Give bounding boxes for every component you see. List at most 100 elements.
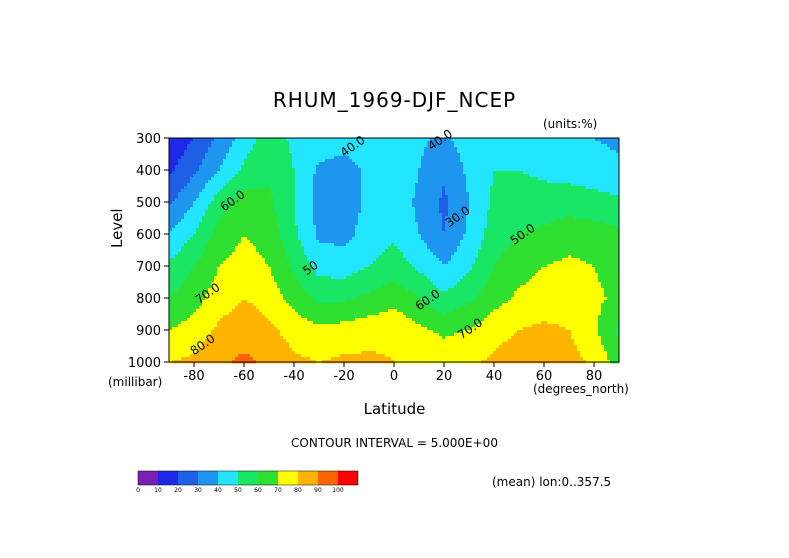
field-cell — [415, 174, 419, 178]
field-cell — [373, 216, 377, 220]
field-cell — [559, 183, 563, 187]
field-cell — [574, 141, 578, 145]
field-cell — [421, 195, 425, 199]
field-cell — [361, 138, 365, 142]
field-cell — [310, 138, 314, 142]
field-cell — [235, 198, 239, 202]
field-cell — [430, 207, 434, 211]
field-cell — [565, 162, 569, 166]
field-cell — [193, 147, 197, 151]
field-cell — [370, 153, 374, 157]
field-cell — [604, 225, 608, 229]
field-cell — [451, 207, 455, 211]
field-cell — [202, 171, 206, 175]
field-cell — [571, 138, 575, 142]
field-cell — [199, 204, 203, 208]
field-cell — [253, 183, 257, 187]
field-cell — [502, 171, 506, 175]
field-cell — [577, 228, 581, 232]
field-cell — [454, 174, 458, 178]
field-cell — [187, 180, 191, 184]
field-cell — [175, 138, 179, 142]
field-cell — [601, 180, 605, 184]
field-cell — [454, 150, 458, 154]
field-cell — [265, 219, 269, 223]
field-cell — [331, 165, 335, 169]
field-cell — [187, 222, 191, 226]
field-cell — [307, 171, 311, 175]
field-cell — [376, 162, 380, 166]
field-cell — [298, 225, 302, 229]
field-cell — [385, 222, 389, 226]
field-cell — [517, 222, 521, 226]
field-cell — [583, 228, 587, 232]
field-cell — [529, 168, 533, 172]
field-cell — [271, 153, 275, 157]
field-cell — [520, 156, 524, 160]
field-cell — [442, 225, 446, 229]
field-cell — [271, 210, 275, 214]
field-cell — [376, 180, 380, 184]
field-cell — [349, 159, 353, 163]
field-cell — [337, 168, 341, 172]
field-cell — [274, 147, 278, 151]
field-cell — [286, 207, 290, 211]
field-cell — [400, 183, 404, 187]
field-cell — [280, 180, 284, 184]
field-cell — [484, 141, 488, 145]
field-cell — [514, 225, 518, 229]
field-cell — [487, 201, 491, 205]
field-cell — [499, 204, 503, 208]
field-cell — [238, 180, 242, 184]
field-cell — [226, 201, 230, 205]
field-cell — [598, 189, 602, 193]
field-cell — [529, 174, 533, 178]
field-cell — [499, 207, 503, 211]
field-cell — [271, 204, 275, 208]
field-cell — [268, 204, 272, 208]
field-cell — [328, 141, 332, 145]
field-cell — [208, 201, 212, 205]
field-cell — [265, 171, 269, 175]
field-cell — [394, 147, 398, 151]
field-cell — [487, 228, 491, 232]
field-cell — [496, 192, 500, 196]
field-cell — [385, 138, 389, 142]
field-cell — [418, 153, 422, 157]
field-cell — [328, 228, 332, 232]
field-cell — [520, 204, 524, 208]
field-cell — [394, 213, 398, 217]
field-cell — [571, 222, 575, 226]
field-cell — [607, 228, 611, 232]
field-cell — [478, 147, 482, 151]
field-cell — [211, 216, 215, 220]
field-cell — [202, 165, 206, 169]
field-cell — [499, 165, 503, 169]
field-cell — [502, 186, 506, 190]
field-cell — [238, 183, 242, 187]
field-cell — [589, 198, 593, 202]
field-cell — [505, 186, 509, 190]
field-cell — [217, 177, 221, 181]
field-cell — [583, 231, 587, 235]
field-cell — [607, 174, 611, 178]
field-cell — [370, 201, 374, 205]
field-cell — [253, 228, 257, 232]
field-cell — [250, 147, 254, 151]
field-cell — [394, 174, 398, 178]
field-cell — [352, 222, 356, 226]
field-cell — [373, 231, 377, 235]
field-cell — [562, 141, 566, 145]
field-cell — [346, 204, 350, 208]
field-cell — [175, 165, 179, 169]
field-cell — [571, 186, 575, 190]
field-cell — [193, 192, 197, 196]
field-cell — [178, 192, 182, 196]
field-cell — [400, 150, 404, 154]
field-cell — [508, 186, 512, 190]
field-cell — [427, 219, 431, 223]
field-cell — [181, 237, 185, 241]
field-cell — [451, 213, 455, 217]
field-cell — [430, 159, 434, 163]
field-cell — [523, 177, 527, 181]
